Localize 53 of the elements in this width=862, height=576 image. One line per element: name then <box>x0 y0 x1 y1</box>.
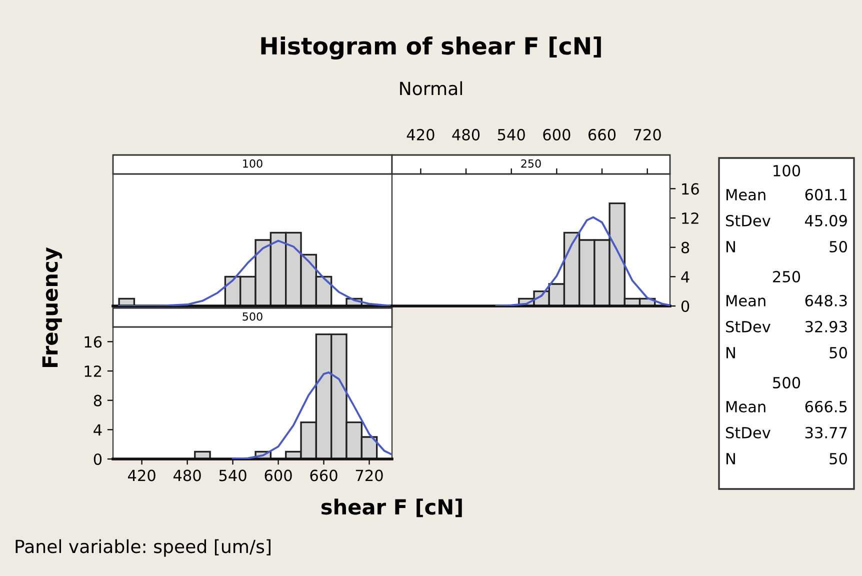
text: 601.1 <box>805 188 847 200</box>
text: 50 <box>830 240 847 252</box>
text: N <box>726 453 735 464</box>
x-tick-label: 480 <box>452 128 480 140</box>
chart-title: 500 <box>242 312 262 321</box>
x-tick-label: 720 <box>356 470 383 482</box>
line-series <box>495 216 670 306</box>
text: N <box>726 241 735 252</box>
y-tick-label: 4 <box>681 271 690 282</box>
text: 666.5 <box>805 400 847 412</box>
text: StDev <box>726 426 770 438</box>
line-series <box>232 371 392 459</box>
x-axis-title: shear F [cN] <box>321 498 462 518</box>
y-tick-label: 16 <box>682 183 699 195</box>
text: 45.09 <box>805 214 847 226</box>
text: StDev <box>726 320 770 332</box>
y-tick-label: 12 <box>682 212 698 224</box>
x-tick-label: 600 <box>543 128 570 140</box>
text: Panel variable: speed [um/s] <box>16 539 270 557</box>
text: 33.77 <box>805 426 847 438</box>
text: N <box>726 347 735 358</box>
text: Normal <box>400 81 462 96</box>
x-tick-label: 420 <box>128 470 156 482</box>
y-tick-label: 12 <box>84 365 102 377</box>
text: 32.93 <box>805 320 847 332</box>
text: Mean <box>726 295 766 306</box>
text: Mean <box>726 189 766 200</box>
x-tick-label: 660 <box>588 128 616 140</box>
text: 100 <box>774 164 800 176</box>
chart-title: 100 <box>243 159 262 168</box>
text: Histogram of shear F [cN] <box>261 36 601 60</box>
text: Mean <box>726 401 766 412</box>
y-tick-label: 4 <box>94 424 102 436</box>
y-axis-title: Frequency <box>42 247 62 368</box>
chart-title: 250 <box>521 159 541 168</box>
y-tick-label: 0 <box>94 453 102 466</box>
x-tick-label: 600 <box>264 470 292 482</box>
x-tick-label: 420 <box>406 128 434 140</box>
y-tick-label: 16 <box>84 336 102 348</box>
text: StDev <box>726 214 770 226</box>
y-tick-label: 8 <box>681 242 690 254</box>
y-tick-label: 8 <box>94 394 102 406</box>
text: 500 <box>773 376 800 388</box>
text: 50 <box>830 452 847 464</box>
text: 250 <box>773 270 800 282</box>
x-tick-label: 540 <box>219 470 246 482</box>
x-tick-label: 720 <box>634 128 661 140</box>
x-tick-label: 660 <box>310 470 338 482</box>
x-tick-label: 540 <box>498 128 525 140</box>
x-tick-label: 480 <box>173 470 201 482</box>
y-tick-label: 0 <box>681 300 690 312</box>
text: 50 <box>830 346 847 358</box>
text: 648.3 <box>805 294 847 306</box>
